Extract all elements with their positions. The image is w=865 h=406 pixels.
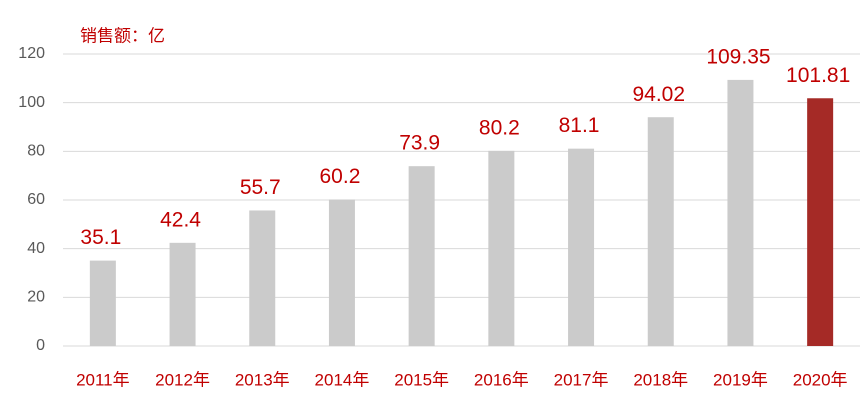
value-label: 80.2	[479, 116, 520, 139]
y-tick-label: 20	[27, 289, 45, 306]
bar	[807, 98, 834, 347]
y-tick-label: 120	[18, 45, 45, 62]
value-label: 81.1	[559, 114, 600, 137]
y-tick-label: 0	[36, 337, 45, 354]
value-label: 60.2	[320, 165, 361, 188]
chart-title: 销售额：亿	[80, 26, 165, 45]
y-tick-label: 100	[18, 94, 45, 111]
x-tick-label: 2015年	[394, 370, 449, 389]
x-tick-label: 2014年	[315, 370, 370, 389]
bar	[169, 242, 196, 346]
x-tick-label: 2019年	[713, 370, 768, 389]
bar	[249, 210, 276, 346]
y-tick-label: 60	[27, 191, 45, 208]
x-tick-label: 2016年	[474, 370, 529, 389]
value-label: 73.9	[399, 132, 440, 155]
value-label: 35.1	[80, 226, 121, 249]
x-tick-label: 2017年	[554, 370, 609, 389]
bar	[647, 117, 674, 346]
value-label: 101.81	[786, 64, 850, 87]
y-tick-label: 40	[27, 240, 45, 257]
value-label: 94.02	[632, 83, 685, 106]
x-tick-label: 2013年	[235, 370, 290, 389]
y-tick-label: 80	[27, 143, 45, 160]
bar	[89, 260, 116, 346]
bar	[408, 166, 435, 346]
bar	[328, 199, 355, 346]
value-label: 42.4	[160, 208, 201, 231]
value-label: 109.35	[706, 45, 770, 68]
x-tick-label: 2018年	[633, 370, 688, 389]
x-tick-label: 2012年	[155, 370, 210, 389]
bar	[568, 148, 595, 346]
x-tick-label: 2011年	[76, 370, 130, 389]
bar	[488, 150, 515, 346]
bar	[727, 79, 754, 346]
value-label: 55.7	[240, 176, 281, 199]
x-tick-label: 2020年	[793, 370, 848, 389]
